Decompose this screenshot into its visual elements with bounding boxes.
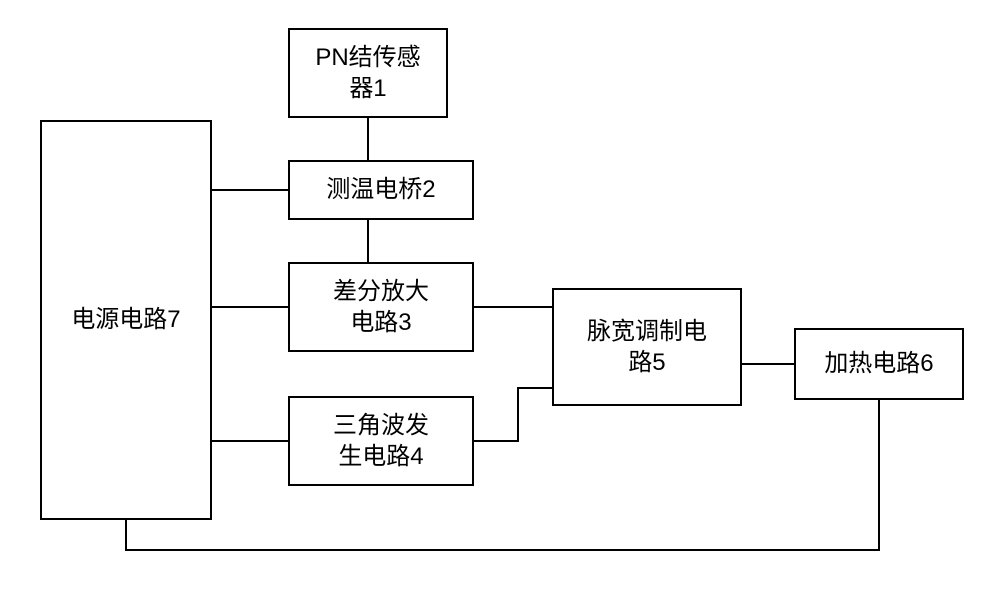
node-label: 差分放大 电路3	[327, 276, 435, 338]
node-label: PN结传感 器1	[309, 42, 426, 104]
node-power: 电源电路7	[40, 120, 212, 520]
node-label: 加热电路6	[818, 348, 939, 379]
edge	[126, 400, 879, 550]
node-heater: 加热电路6	[794, 328, 964, 400]
diagram-canvas: PN结传感 器1 测温电桥2 差分放大 电路3 三角波发 生电路4 脉宽调制电 …	[0, 0, 1000, 593]
node-label: 电源电路7	[65, 304, 186, 335]
node-label: 三角波发 生电路4	[327, 410, 435, 472]
node-triangle-gen: 三角波发 生电路4	[288, 396, 474, 486]
edge	[474, 388, 552, 441]
node-pn-sensor: PN结传感 器1	[288, 28, 448, 118]
node-pwm: 脉宽调制电 路5	[552, 288, 742, 406]
node-bridge: 测温电桥2	[288, 160, 474, 220]
node-label: 脉宽调制电 路5	[581, 316, 713, 378]
node-diff-amp: 差分放大 电路3	[288, 262, 474, 352]
node-label: 测温电桥2	[320, 174, 441, 205]
